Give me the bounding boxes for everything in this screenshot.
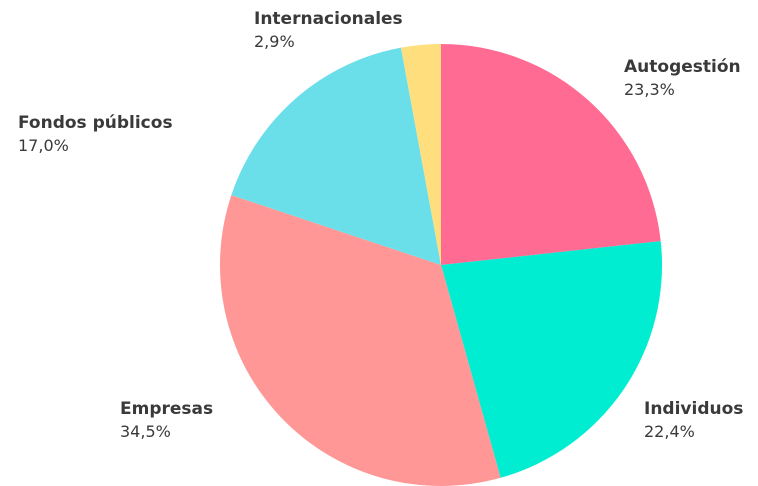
pie-slices — [220, 44, 663, 486]
pie-slice-1 — [441, 241, 663, 478]
pie-slice-4 — [400, 44, 441, 265]
slice-label-1: Individuos — [644, 399, 743, 419]
pie-slice-0 — [441, 44, 661, 265]
slice-value-2: 34,5% — [120, 422, 171, 441]
slice-value-4: 2,9% — [254, 32, 295, 51]
pie-slice-2 — [220, 195, 501, 486]
pie-labels: Autogestión 23,3% Individuos 22,4% Empresas 3… — [18, 9, 743, 441]
slice-value-1: 22,4% — [644, 422, 695, 441]
slice-value-3: 17,0% — [18, 136, 69, 155]
slice-label-0: Autogestión — [624, 57, 741, 77]
slice-label-3: Fondos públicos — [18, 113, 173, 133]
slice-value-0: 23,3% — [624, 80, 675, 99]
pie-slice-3 — [231, 47, 441, 266]
slice-label-4: Internacionales — [254, 9, 403, 29]
slice-label-2: Empresas — [120, 399, 213, 419]
